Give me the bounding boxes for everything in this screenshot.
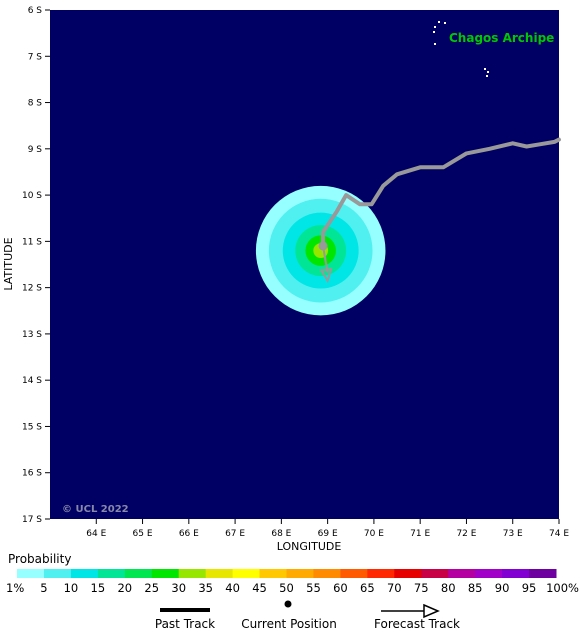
current-position-key-icon (284, 600, 292, 608)
color-bar-segment (151, 569, 180, 578)
probability-scale-label: 60 (333, 581, 348, 595)
forecast-track-line (322, 245, 329, 273)
forecast-track-key-arrow-icon (423, 603, 440, 619)
probability-scale-label: 95 (522, 581, 537, 595)
color-bar-segment (313, 569, 341, 578)
probability-scale-label: 5 (40, 581, 47, 595)
color-bar-segment (232, 569, 261, 578)
color-bar-segment (448, 569, 476, 578)
lat-tick-label: 9 S (28, 145, 43, 155)
lat-tick-label: 10 S (22, 191, 42, 201)
track-key: Past Track Current Position Forecast Tra… (155, 600, 460, 631)
lat-tick-label: 13 S (22, 330, 42, 340)
probability-scale-label: 80 (441, 581, 456, 595)
past-track-line (321, 137, 561, 246)
color-bar-segment (178, 569, 207, 578)
lon-tick-label: 71 E (410, 529, 430, 539)
color-bar-segment (17, 569, 45, 578)
probability-scale-label: 50 (279, 581, 294, 595)
lat-tick-label: 16 S (22, 469, 42, 479)
copyright-label: © UCL 2022 (62, 504, 129, 515)
lon-tick-label: 70 E (364, 529, 384, 539)
probability-scale-label: 70 (387, 581, 402, 595)
color-bar-segment (529, 569, 557, 578)
lon-tick-label: 72 E (456, 529, 476, 539)
color-bar-segment (70, 569, 99, 578)
probability-scale-label: 30 (171, 581, 186, 595)
probability-color-bar (17, 569, 557, 578)
lat-tick-label: 15 S (22, 422, 42, 432)
lon-tick-label: 65 E (133, 529, 153, 539)
color-bar-segment (259, 569, 287, 578)
color-bar-segment (286, 569, 314, 578)
current-position-marker (318, 241, 328, 251)
lat-tick-label: 8 S (28, 99, 43, 109)
probability-scale-label: 40 (225, 581, 240, 595)
color-bar-segment (502, 569, 530, 578)
probability-scale-labels: 1% 5 10 15 20 25 30 35 40 45 50 55 60 65 70 75 80 85 90 95 1… (6, 581, 579, 595)
forecast-track-key-label: Forecast Track (374, 617, 460, 631)
place-label: Chagos Archipe (449, 31, 554, 45)
color-bar-segment (43, 569, 72, 578)
forecast-arrow-icon (319, 267, 333, 284)
probability-scale-label: 15 (91, 581, 106, 595)
past-track-key-label: Past Track (155, 617, 215, 631)
probability-scale-label: 65 (360, 581, 375, 595)
lat-tick-label: 14 S (22, 376, 42, 386)
lat-tick-label: 6 S (28, 6, 43, 16)
probability-scale-label: 10 (64, 581, 79, 595)
lat-tick-label: 7 S (28, 52, 43, 62)
probability-scale-label: 75 (414, 581, 429, 595)
lat-tick-label: 11 S (22, 237, 42, 247)
lon-tick-label: 68 E (271, 529, 291, 539)
probability-scale-label: 45 (252, 581, 267, 595)
color-bar-segment (421, 569, 449, 578)
color-bar-segment (394, 569, 422, 578)
probability-scale-label: 55 (306, 581, 321, 595)
color-bar-segment (367, 569, 395, 578)
x-axis-title: LONGITUDE (277, 540, 342, 553)
y-axis-title: LATITUDE (2, 237, 15, 290)
color-bar-segment (124, 569, 153, 578)
lon-tick-label: 67 E (225, 529, 245, 539)
probability-scale-label: 100% (546, 581, 579, 595)
chagos-islands (433, 21, 489, 77)
color-bar-segment (205, 569, 234, 578)
lon-tick-label: 73 E (503, 529, 523, 539)
probability-scale-label: 1% (6, 581, 24, 595)
color-bar-segment (475, 569, 503, 578)
lat-tick-label: 12 S (22, 284, 42, 294)
probability-scale-label: 35 (198, 581, 213, 595)
color-bar-segment (97, 569, 126, 578)
probability-scale-label: 20 (117, 581, 132, 595)
lon-tick-label: 74 E (549, 529, 569, 539)
current-position-key-label: Current Position (241, 617, 337, 631)
lon-tick-label: 64 E (86, 529, 106, 539)
lon-tick-label: 66 E (179, 529, 199, 539)
strike-probability-swath (255, 185, 386, 316)
legend-title: Probability (8, 552, 72, 566)
probability-scale-label: 85 (468, 581, 483, 595)
probability-scale-label: 25 (144, 581, 159, 595)
longitude-axis: 64 E 65 E 66 E 67 E 68 E 69 E 70 E 71 E 72 E 73 E… (86, 519, 569, 539)
lon-tick-label: 69 E (318, 529, 338, 539)
probability-scale-label: 90 (495, 581, 510, 595)
lat-tick-label: 17 S (22, 515, 42, 525)
latitude-axis: 6 S 7 S 8 S 9 S 10 S 11 S 12 S 13 S 14 S 15 S 16 S… (22, 6, 50, 525)
color-bar-segment (340, 569, 368, 578)
